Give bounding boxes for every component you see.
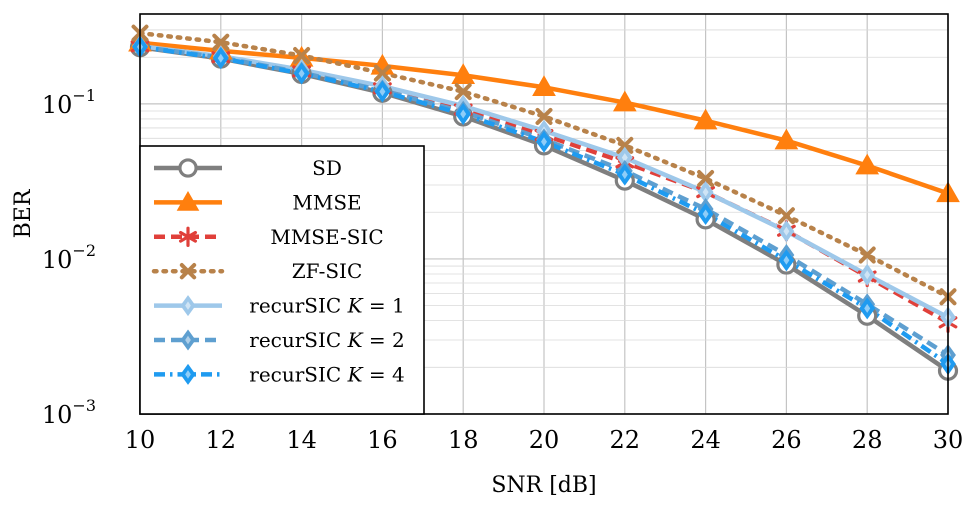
y-tick-exponent: −3 xyxy=(72,396,96,415)
y-tick-label: 10−3 xyxy=(42,396,96,429)
y-tick-label: 10−2 xyxy=(42,241,96,274)
x-tick-label: 14 xyxy=(286,426,317,454)
y-tick-exponent: −2 xyxy=(72,241,96,260)
y-tick-labels: 10−1 10−2 10−3 xyxy=(42,86,96,429)
data-point xyxy=(774,128,799,150)
y-tick-label: 10−1 xyxy=(42,86,96,119)
data-point xyxy=(535,107,553,125)
legend-item: recurSIC K = 4 xyxy=(154,362,405,386)
data-point xyxy=(451,63,476,85)
legend-item: MMSE-SIC xyxy=(154,225,384,249)
legend-label: ZF-SIC xyxy=(292,259,363,283)
x-tick-label: 28 xyxy=(852,426,883,454)
x-tick-label: 26 xyxy=(771,426,802,454)
legend-marker xyxy=(178,158,198,178)
data-point xyxy=(858,246,876,264)
data-point xyxy=(697,170,715,188)
x-axis-title: SNR [dB] xyxy=(491,473,596,498)
x-tick-label: 22 xyxy=(610,426,641,454)
data-point xyxy=(212,33,230,51)
data-point xyxy=(616,136,634,154)
legend-item: SD xyxy=(154,156,342,180)
x-tick-label: 12 xyxy=(206,426,237,454)
data-point xyxy=(855,153,880,175)
data-point xyxy=(532,75,556,97)
x-tick-labels: 10 12 14 16 18 20 22 24 26 28 30 xyxy=(125,426,964,454)
x-tick-label: 20 xyxy=(529,426,560,454)
series-line-3 xyxy=(137,30,951,300)
legend-marker xyxy=(178,226,198,247)
data-point xyxy=(293,47,311,65)
data-point xyxy=(777,207,795,225)
x-tick-label: 10 xyxy=(125,426,156,454)
legend-label: MMSE-SIC xyxy=(270,225,383,249)
legend-item: ZF-SIC xyxy=(151,259,363,283)
legend-item: MMSE xyxy=(154,190,362,214)
x-tick-label: 30 xyxy=(933,426,964,454)
data-point xyxy=(373,64,391,82)
legend-item: recurSIC K = 1 xyxy=(154,294,405,318)
legend-label: SD xyxy=(312,156,342,180)
data-point xyxy=(454,83,472,101)
legend: SD MMSE MMSE-SIC ZF-SIC recurSIC K = 1 recurS… xyxy=(139,145,425,415)
x-tick-label: 24 xyxy=(690,426,721,454)
data-point xyxy=(693,108,718,130)
legend-item: recurSIC K = 2 xyxy=(154,328,405,352)
y-tick-exponent: −1 xyxy=(72,86,96,105)
x-tick-label: 16 xyxy=(367,426,398,454)
legend-label: MMSE xyxy=(292,190,361,214)
y-axis-title: BER xyxy=(11,188,36,238)
legend-label: recurSIC K = 2 xyxy=(249,328,404,352)
legend-marker xyxy=(176,190,200,211)
legend-label: recurSIC K = 1 xyxy=(249,294,404,318)
x-tick-label: 18 xyxy=(448,426,479,454)
legend-label: recurSIC K = 4 xyxy=(249,362,404,386)
data-point xyxy=(612,90,637,112)
legend-marker xyxy=(179,263,197,280)
